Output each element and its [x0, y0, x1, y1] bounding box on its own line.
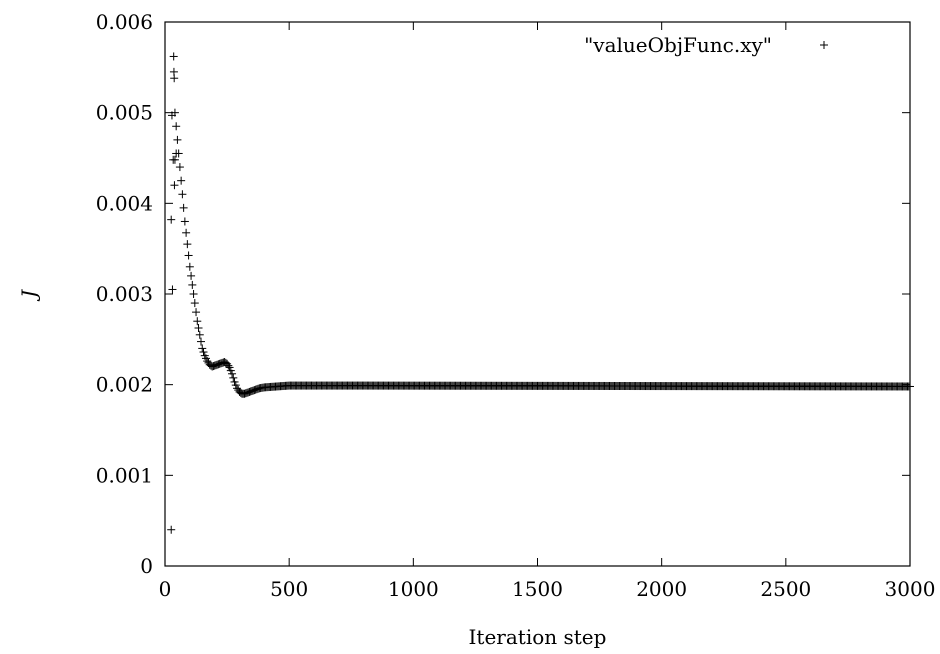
data-point [167, 215, 176, 224]
data-point [177, 176, 186, 185]
data-point [231, 381, 240, 390]
x-tick-label: 2000 [636, 577, 687, 601]
data-point [170, 74, 179, 83]
legend-label: "valueObjFunc.xy" [584, 33, 772, 57]
data-point [197, 337, 206, 346]
data-point [185, 262, 194, 271]
data-point [169, 52, 178, 61]
data-point [199, 348, 208, 357]
data-point [195, 330, 204, 339]
x-tick-label: 500 [270, 577, 308, 601]
legend: "valueObjFunc.xy" [584, 33, 828, 57]
data-point [168, 285, 177, 294]
x-tick-label: 1500 [512, 577, 563, 601]
x-tick-label: 2500 [760, 577, 811, 601]
y-axis-label: J [17, 289, 41, 302]
y-tick-label: 0.005 [96, 101, 153, 125]
data-point [188, 280, 197, 289]
y-tick-label: 0.006 [96, 10, 153, 34]
plot-frame [164, 21, 911, 567]
data-point [172, 122, 181, 131]
y-tick-label: 0.001 [96, 463, 153, 487]
x-tick-label: 3000 [885, 577, 936, 601]
data-point [228, 369, 237, 378]
data-markers [167, 52, 914, 534]
x-tick-label: 0 [159, 577, 172, 601]
data-point [183, 240, 192, 249]
data-point [173, 135, 182, 144]
data-point [190, 299, 199, 308]
y-tick-label: 0.003 [96, 282, 153, 306]
data-point [194, 324, 203, 332]
data-point [226, 366, 235, 375]
data-point [182, 228, 191, 237]
x-axis-label: Iteration step [469, 625, 607, 649]
data-point [180, 217, 189, 226]
data-point [175, 163, 184, 172]
legend-marker [820, 41, 828, 49]
data-point [174, 149, 183, 158]
data-point [225, 363, 234, 372]
data-point [224, 361, 233, 370]
data-point [170, 181, 179, 190]
data-point [192, 308, 201, 317]
data-point [189, 290, 198, 298]
y-tick-label: 0.002 [96, 373, 153, 397]
data-point [193, 317, 202, 326]
y-axis-ticks: 0 0.001 0.002 0.003 0.004 0.005 0.006 [96, 10, 910, 578]
data-point [229, 373, 238, 382]
y-tick-label: 0 [140, 554, 153, 578]
legend-marker-plus [820, 41, 828, 49]
data-point [179, 203, 188, 212]
data-point [170, 155, 179, 164]
data-point [184, 251, 193, 260]
y-tick-label: 0.004 [96, 191, 153, 215]
x-axis-ticks: 0 500 1000 1500 2000 2500 3000 [159, 22, 936, 601]
data-point [178, 190, 187, 199]
data-point [198, 344, 207, 353]
data-point [167, 525, 176, 534]
data-point [187, 271, 196, 280]
data-point [230, 377, 239, 386]
x-tick-label: 1000 [388, 577, 439, 601]
